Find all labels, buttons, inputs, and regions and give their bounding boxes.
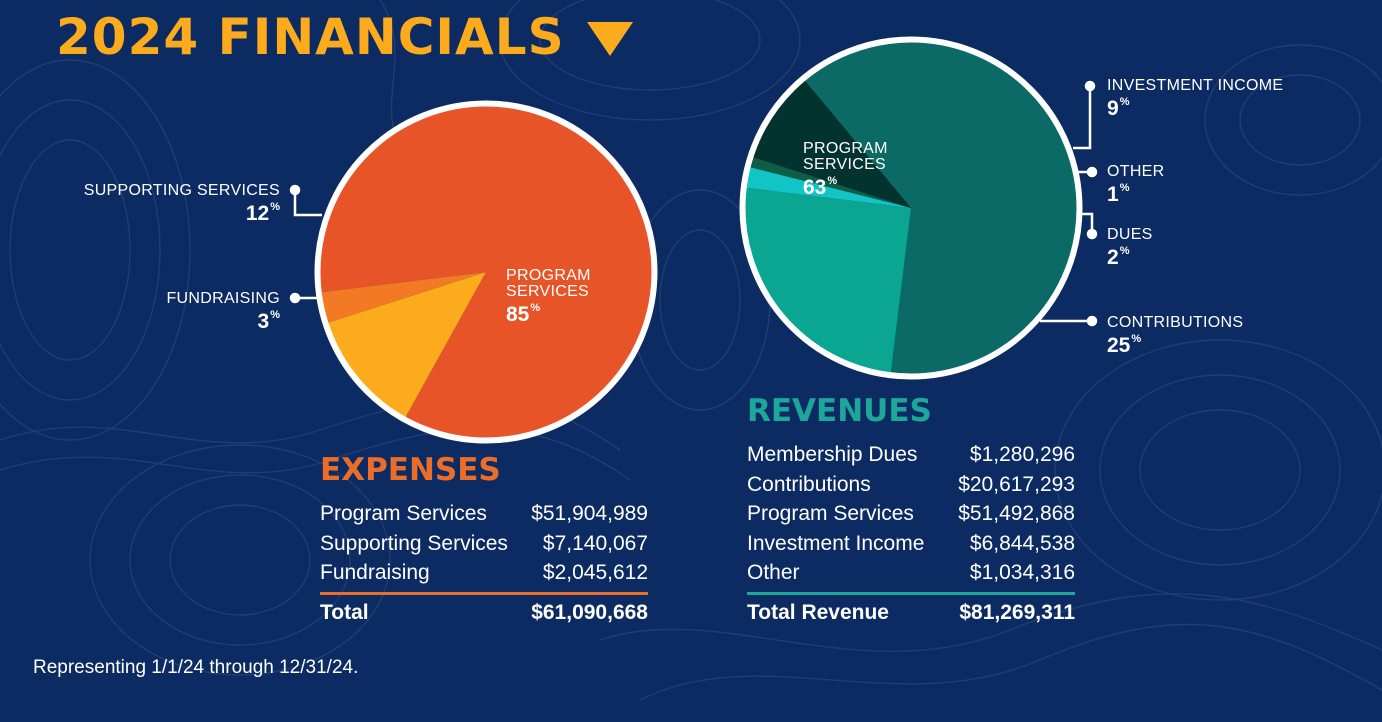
- table-row: Program Services $51,904,989: [320, 499, 648, 529]
- caret-down-icon: [586, 22, 633, 56]
- total-label: Total Revenue: [747, 600, 889, 624]
- row-amount: $6,844,538: [969, 531, 1075, 555]
- label-name: PROGRAM: [803, 140, 888, 157]
- label-percent: 9%: [1107, 96, 1130, 120]
- label-name: PROGRAM: [506, 267, 591, 284]
- row-amount: $2,045,612: [542, 561, 648, 584]
- page-title: 2024 FINANCIALS: [56, 8, 633, 66]
- total-amount: $61,090,668: [531, 600, 648, 624]
- label-name: SERVICES: [803, 156, 887, 173]
- leader-line-supporting: [293, 190, 322, 217]
- row-amount: $1,034,316: [969, 561, 1075, 584]
- table-row: Supporting Services $7,140,067: [320, 529, 648, 559]
- pie-outline: [739, 36, 1083, 380]
- pie-slice-other: [750, 157, 911, 208]
- label-name: CONTRIBUTIONS: [1107, 314, 1244, 331]
- label-percent: 2%: [1107, 245, 1130, 269]
- row-amount: $1,280,296: [969, 443, 1075, 466]
- expenses-heading: EXPENSES: [320, 452, 501, 488]
- row-label: Investment Income: [747, 531, 925, 555]
- revenues-label-contributions: CONTRIBUTIONS 25%: [1107, 314, 1244, 357]
- label-name: INVESTMENT INCOME: [1107, 77, 1284, 94]
- table-row: Membership Dues $1,280,296: [747, 440, 1075, 470]
- pie-slice-contributions: [745, 187, 911, 373]
- pie-slice-investment-income: [752, 80, 911, 208]
- row-amount: $51,492,868: [958, 502, 1075, 525]
- expenses-label-supporting: SUPPORTING SERVICES 12%: [83, 182, 280, 225]
- leader-lines: [289, 80, 1098, 327]
- row-label: Other: [747, 561, 800, 584]
- expenses-table: Program Services $51,904,989 Supporting Se…: [320, 499, 648, 625]
- label-percent: 25%: [1107, 333, 1142, 357]
- row-label: Supporting Services: [320, 531, 508, 555]
- row-label: Program Services: [320, 502, 487, 525]
- row-amount: $7,140,067: [542, 531, 648, 555]
- pie-slice-supporting-services: [327, 272, 486, 418]
- leader-line-investment: [1073, 86, 1092, 150]
- row-amount: $20,617,293: [958, 472, 1075, 496]
- expenses-label-fundraising: FUNDRAISING 3%: [166, 290, 280, 333]
- label-percent: 63%: [803, 175, 838, 199]
- row-label: Program Services: [747, 502, 914, 525]
- table-row: Investment Income $6,844,538: [747, 529, 1075, 559]
- label-percent: 85%: [506, 302, 541, 326]
- total-amount: $81,269,311: [959, 600, 1075, 624]
- revenues-total-row: Total Revenue $81,269,311: [747, 601, 1075, 625]
- revenues-label-investment: INVESTMENT INCOME 9%: [1107, 77, 1284, 120]
- expenses-label-program: PROGRAM SERVICES 85%: [506, 267, 591, 326]
- pie-slice-program-services: [320, 106, 653, 439]
- total-label: Total: [320, 600, 369, 624]
- expenses-total-row: Total $61,090,668: [320, 601, 648, 625]
- label-percent: 1%: [1107, 182, 1130, 206]
- row-label: Fundraising: [320, 561, 430, 584]
- table-row: Other $1,034,316: [747, 558, 1075, 588]
- pie-slice-program-services: [804, 41, 1077, 374]
- revenues-heading: REVENUES: [747, 393, 932, 429]
- table-row: Contributions $20,617,293: [747, 470, 1075, 500]
- revenues-divider: [747, 591, 1075, 595]
- revenues-table: Membership Dues $1,280,296 Contributions $2…: [747, 440, 1075, 625]
- expenses-pie-chart: [314, 100, 658, 444]
- label-name: SERVICES: [506, 283, 590, 300]
- expenses-rows: Program Services $51,904,989 Supporting Se…: [320, 499, 648, 588]
- revenues-label-program: PROGRAM SERVICES 63%: [803, 140, 888, 199]
- label-name: SUPPORTING SERVICES: [83, 182, 280, 199]
- row-amount: $51,904,989: [531, 502, 648, 525]
- pie-slice-fundraising: [321, 272, 486, 323]
- label-name: DUES: [1107, 226, 1153, 243]
- pie-outline: [314, 100, 658, 444]
- leader-line-dues: [1077, 212, 1094, 234]
- row-label: Contributions: [747, 472, 871, 496]
- label-name: OTHER: [1107, 163, 1165, 180]
- date-range-footnote: Representing 1/1/24 through 12/31/24.: [33, 657, 359, 678]
- pie-slice-dues: [746, 167, 911, 208]
- table-row: Program Services $51,492,868: [747, 499, 1075, 529]
- revenues-label-dues: DUES 2%: [1107, 226, 1153, 269]
- label-percent: 3%: [257, 309, 280, 333]
- label-percent: 12%: [245, 201, 280, 225]
- row-label: Membership Dues: [747, 443, 918, 466]
- revenues-label-other: OTHER 1%: [1107, 163, 1165, 206]
- table-row: Fundraising $2,045,612: [320, 558, 648, 588]
- label-name: FUNDRAISING: [166, 290, 280, 307]
- expenses-divider: [320, 591, 648, 595]
- revenues-pie-chart: [739, 36, 1083, 380]
- page-title-text: 2024 FINANCIALS: [56, 8, 565, 66]
- revenues-rows: Membership Dues $1,280,296 Contributions $2…: [747, 440, 1075, 588]
